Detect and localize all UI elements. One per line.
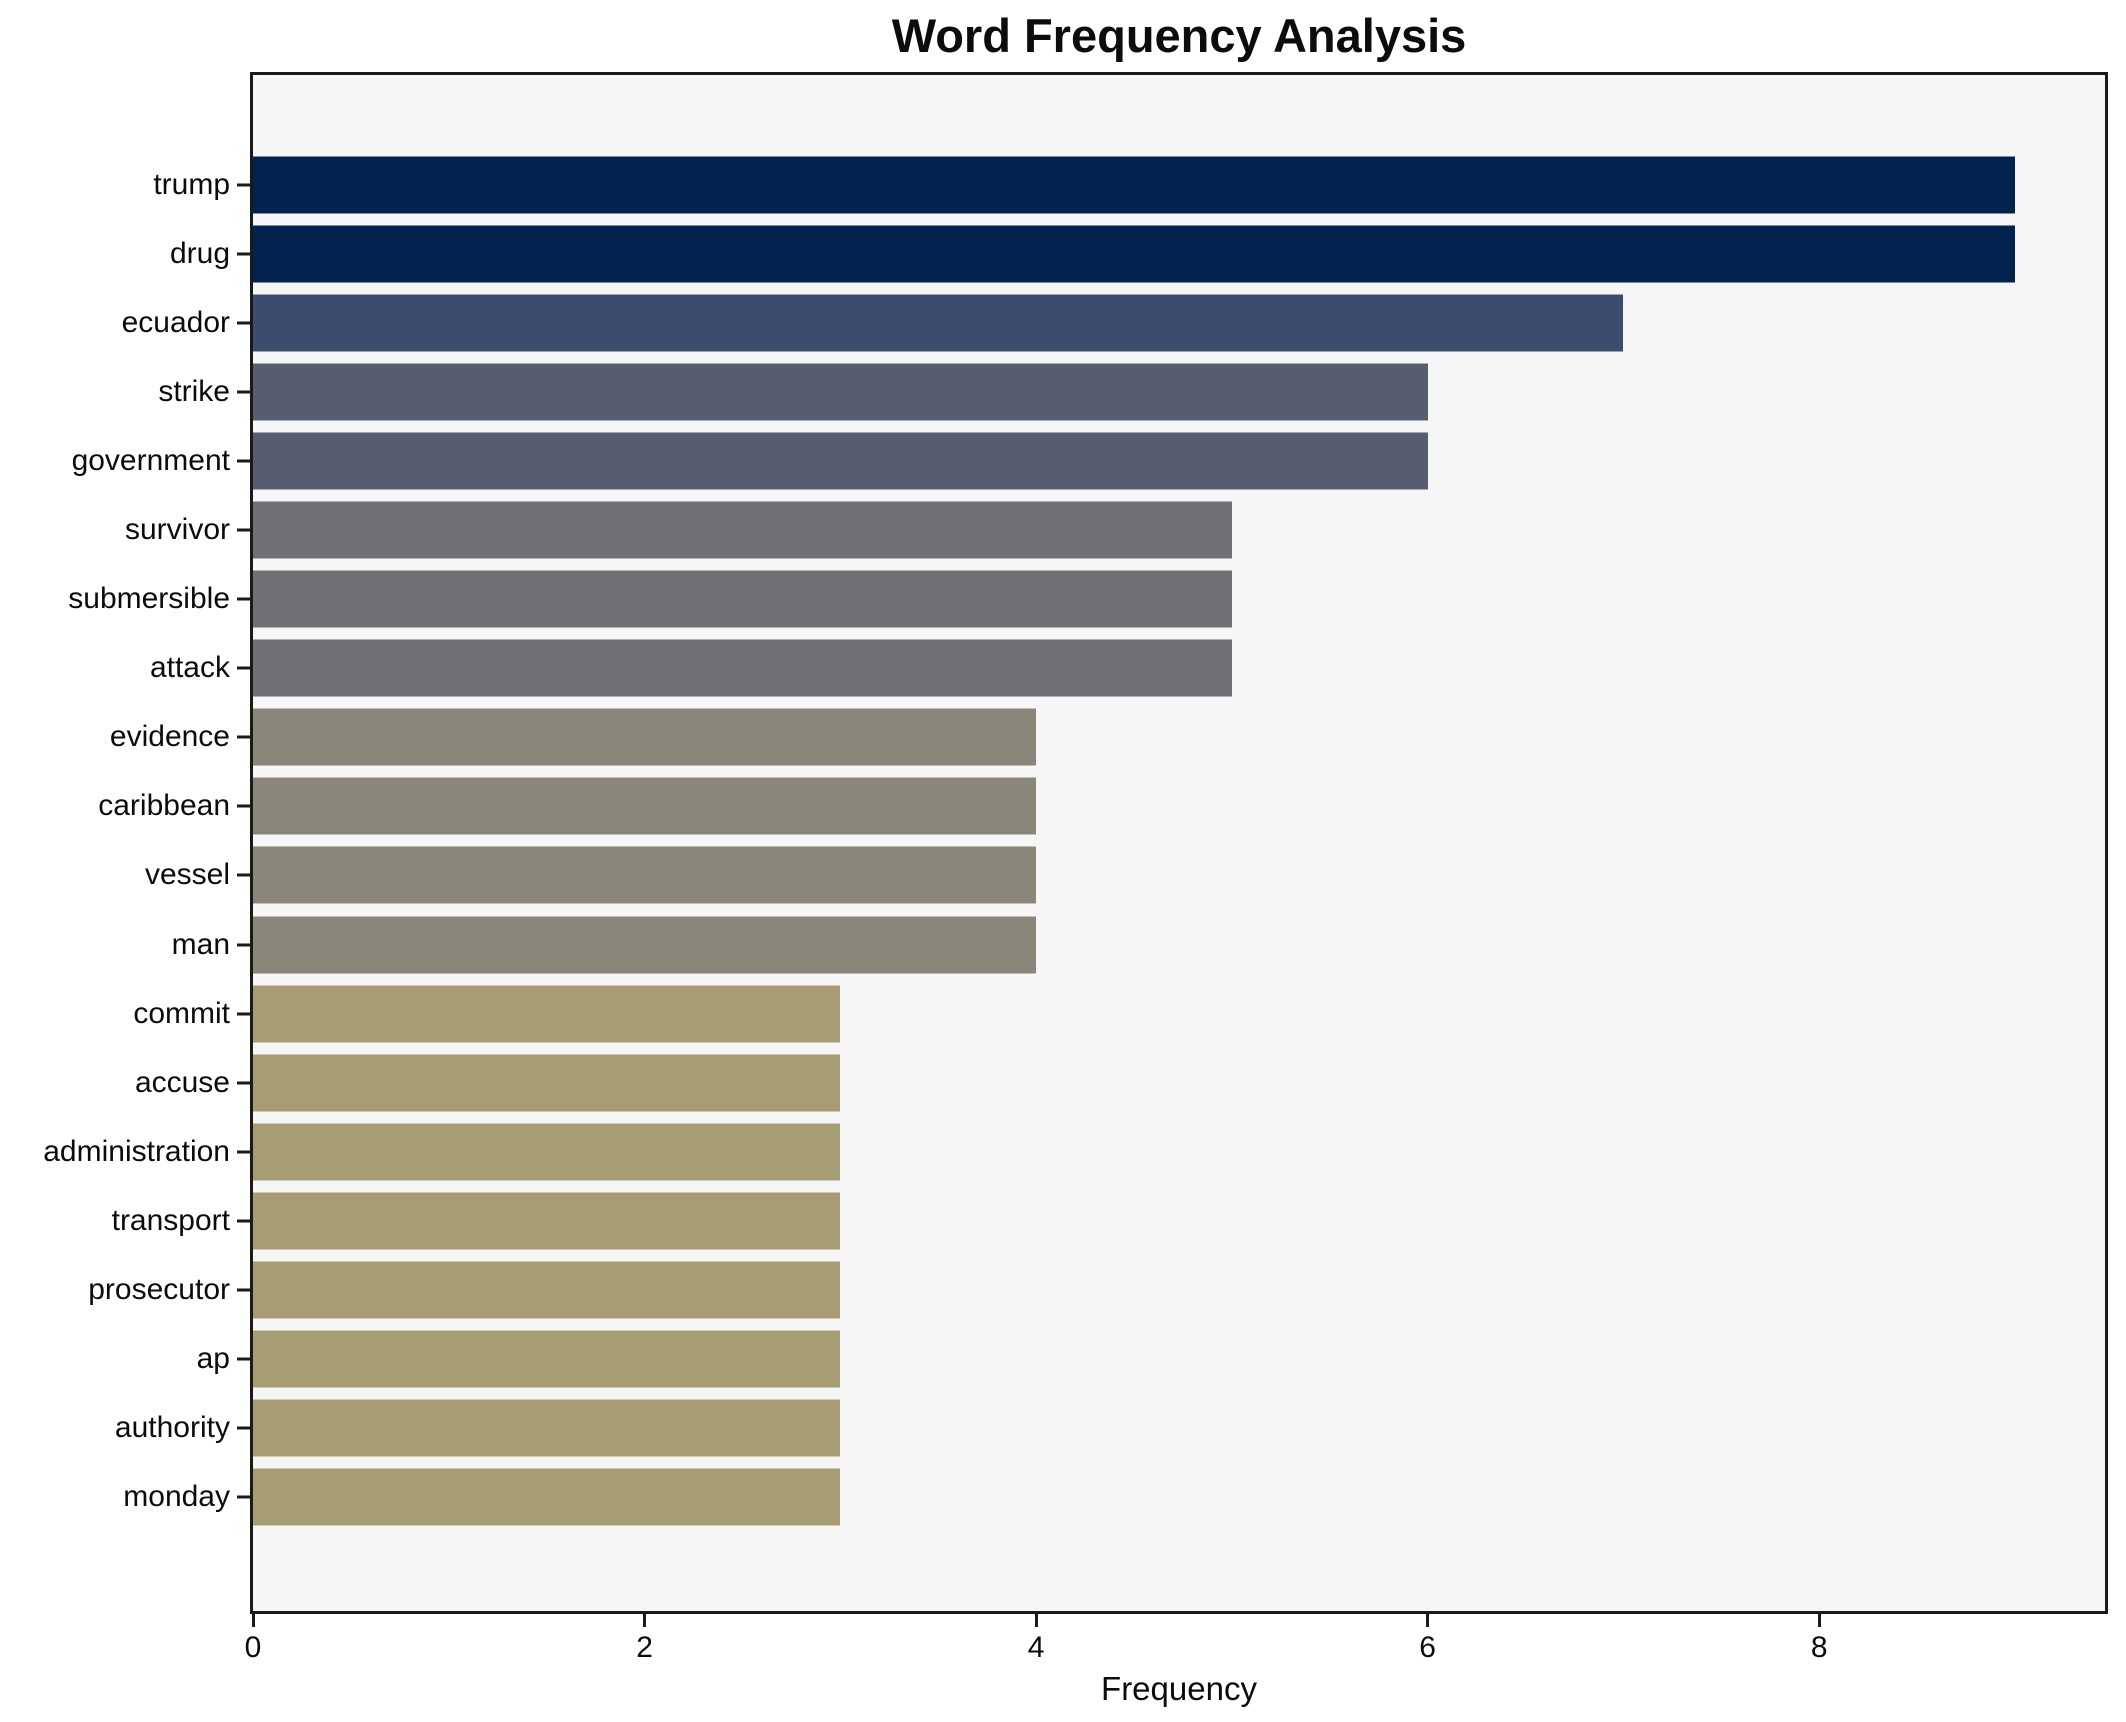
y-tick-mark xyxy=(237,1495,250,1499)
bar-government xyxy=(253,432,1428,490)
bar-row: evidence xyxy=(110,703,2105,772)
y-tick-mark xyxy=(237,735,250,739)
bar-row: attack xyxy=(150,634,2105,703)
y-tick-mark xyxy=(237,252,250,256)
y-tick-label-accuse: accuse xyxy=(134,1065,230,1099)
bar-transport xyxy=(253,1192,841,1250)
y-tick-mark xyxy=(237,943,250,947)
y-tick-mark xyxy=(237,1219,250,1223)
x-tick-mark xyxy=(643,1614,647,1627)
y-tick-label-government: government xyxy=(71,443,230,477)
y-tick-label-prosecutor: prosecutor xyxy=(88,1273,230,1307)
y-tick-mark xyxy=(237,1150,250,1154)
y-tick-mark xyxy=(237,873,250,877)
bar-strike xyxy=(253,363,1428,421)
plot-area: trump drug ecuador strike government survivor… xyxy=(43,72,2108,1614)
bar-monday xyxy=(253,1468,841,1526)
bar-row: ap xyxy=(197,1325,2105,1394)
y-tick-mark xyxy=(237,1081,250,1085)
y-tick-label-vessel: vessel xyxy=(144,858,230,892)
bar-ecuador xyxy=(253,294,1624,352)
y-tick-mark xyxy=(237,1012,250,1016)
y-tick-mark xyxy=(237,459,250,463)
y-tick-mark xyxy=(237,183,250,187)
y-tick-label-monday: monday xyxy=(123,1480,230,1514)
bar-row: survivor xyxy=(125,495,2105,564)
bar-row: transport xyxy=(112,1186,2105,1255)
y-tick-mark xyxy=(237,528,250,532)
y-tick-mark xyxy=(237,1357,250,1361)
y-tick-label-trump: trump xyxy=(153,167,230,201)
bar-row: monday xyxy=(123,1463,2105,1532)
x-tick-label: 8 xyxy=(1810,1631,1828,1664)
bar-attack xyxy=(253,639,1232,697)
x-tick-label: 4 xyxy=(1027,1631,1045,1664)
bar-vessel xyxy=(253,846,1037,904)
bar-row: administration xyxy=(43,1117,2105,1186)
bar-ap xyxy=(253,1330,841,1388)
bar-row: government xyxy=(72,426,2105,495)
bar-row: strike xyxy=(158,357,2105,426)
bar-caribbean xyxy=(253,777,1037,835)
bar-evidence xyxy=(253,708,1037,766)
bar-trump xyxy=(253,156,2015,214)
y-tick-label-man: man xyxy=(171,927,230,961)
y-tick-label-ap: ap xyxy=(196,1342,230,1376)
bar-row: submersible xyxy=(68,565,2105,634)
bar-row: accuse xyxy=(135,1048,2105,1117)
y-tick-mark xyxy=(237,390,250,394)
bar-survivor xyxy=(253,501,1232,559)
bar-man xyxy=(253,916,1037,974)
bar-row: caribbean xyxy=(98,772,2105,841)
y-tick-label-evidence: evidence xyxy=(109,720,230,754)
bar-prosecutor xyxy=(253,1261,841,1319)
bar-row: prosecutor xyxy=(88,1256,2105,1325)
x-axis-title: Frequency xyxy=(1101,1670,1257,1707)
bar-accuse xyxy=(253,1054,841,1112)
x-tick-mark xyxy=(1817,1614,1821,1627)
bar-row: ecuador xyxy=(122,288,2105,357)
bar-commit xyxy=(253,985,841,1043)
bar-administration xyxy=(253,1123,841,1181)
x-tick-label: 6 xyxy=(1419,1631,1436,1664)
y-tick-label-authority: authority xyxy=(114,1411,230,1445)
bar-drug xyxy=(253,225,2015,283)
y-tick-mark xyxy=(237,1288,250,1292)
chart-title: Word Frequency Analysis xyxy=(891,9,1467,62)
bar-row: man xyxy=(172,910,2105,979)
y-tick-mark xyxy=(237,666,250,670)
bar-row: vessel xyxy=(145,841,2105,910)
y-tick-label-transport: transport xyxy=(111,1203,230,1237)
y-tick-mark xyxy=(237,804,250,808)
y-tick-mark xyxy=(237,321,250,325)
bar-row: commit xyxy=(133,979,2105,1048)
y-tick-label-commit: commit xyxy=(133,996,230,1030)
y-tick-label-drug: drug xyxy=(169,236,230,270)
y-tick-label-administration: administration xyxy=(43,1134,230,1168)
y-tick-label-strike: strike xyxy=(158,374,230,408)
x-tick-label: 0 xyxy=(244,1631,262,1664)
y-tick-label-ecuador: ecuador xyxy=(121,305,230,339)
x-tick-mark xyxy=(1034,1614,1038,1627)
bar-row: trump xyxy=(153,150,2105,219)
bar-row: drug xyxy=(170,219,2105,288)
x-tick-label: 2 xyxy=(636,1631,653,1664)
y-tick-label-survivor: survivor xyxy=(124,513,230,547)
y-tick-label-caribbean: caribbean xyxy=(98,789,230,823)
y-tick-label-submersible: submersible xyxy=(68,582,230,616)
y-tick-mark xyxy=(237,597,250,601)
bar-row: authority xyxy=(115,1394,2105,1463)
x-tick-mark xyxy=(251,1614,255,1627)
bars-container: trump drug ecuador strike government survivor… xyxy=(43,150,2105,1532)
y-tick-label-attack: attack xyxy=(149,651,230,685)
bar-authority xyxy=(253,1399,841,1457)
x-tick-mark xyxy=(1426,1614,1430,1627)
bar-submersible xyxy=(253,570,1232,628)
y-tick-mark xyxy=(237,1426,250,1430)
